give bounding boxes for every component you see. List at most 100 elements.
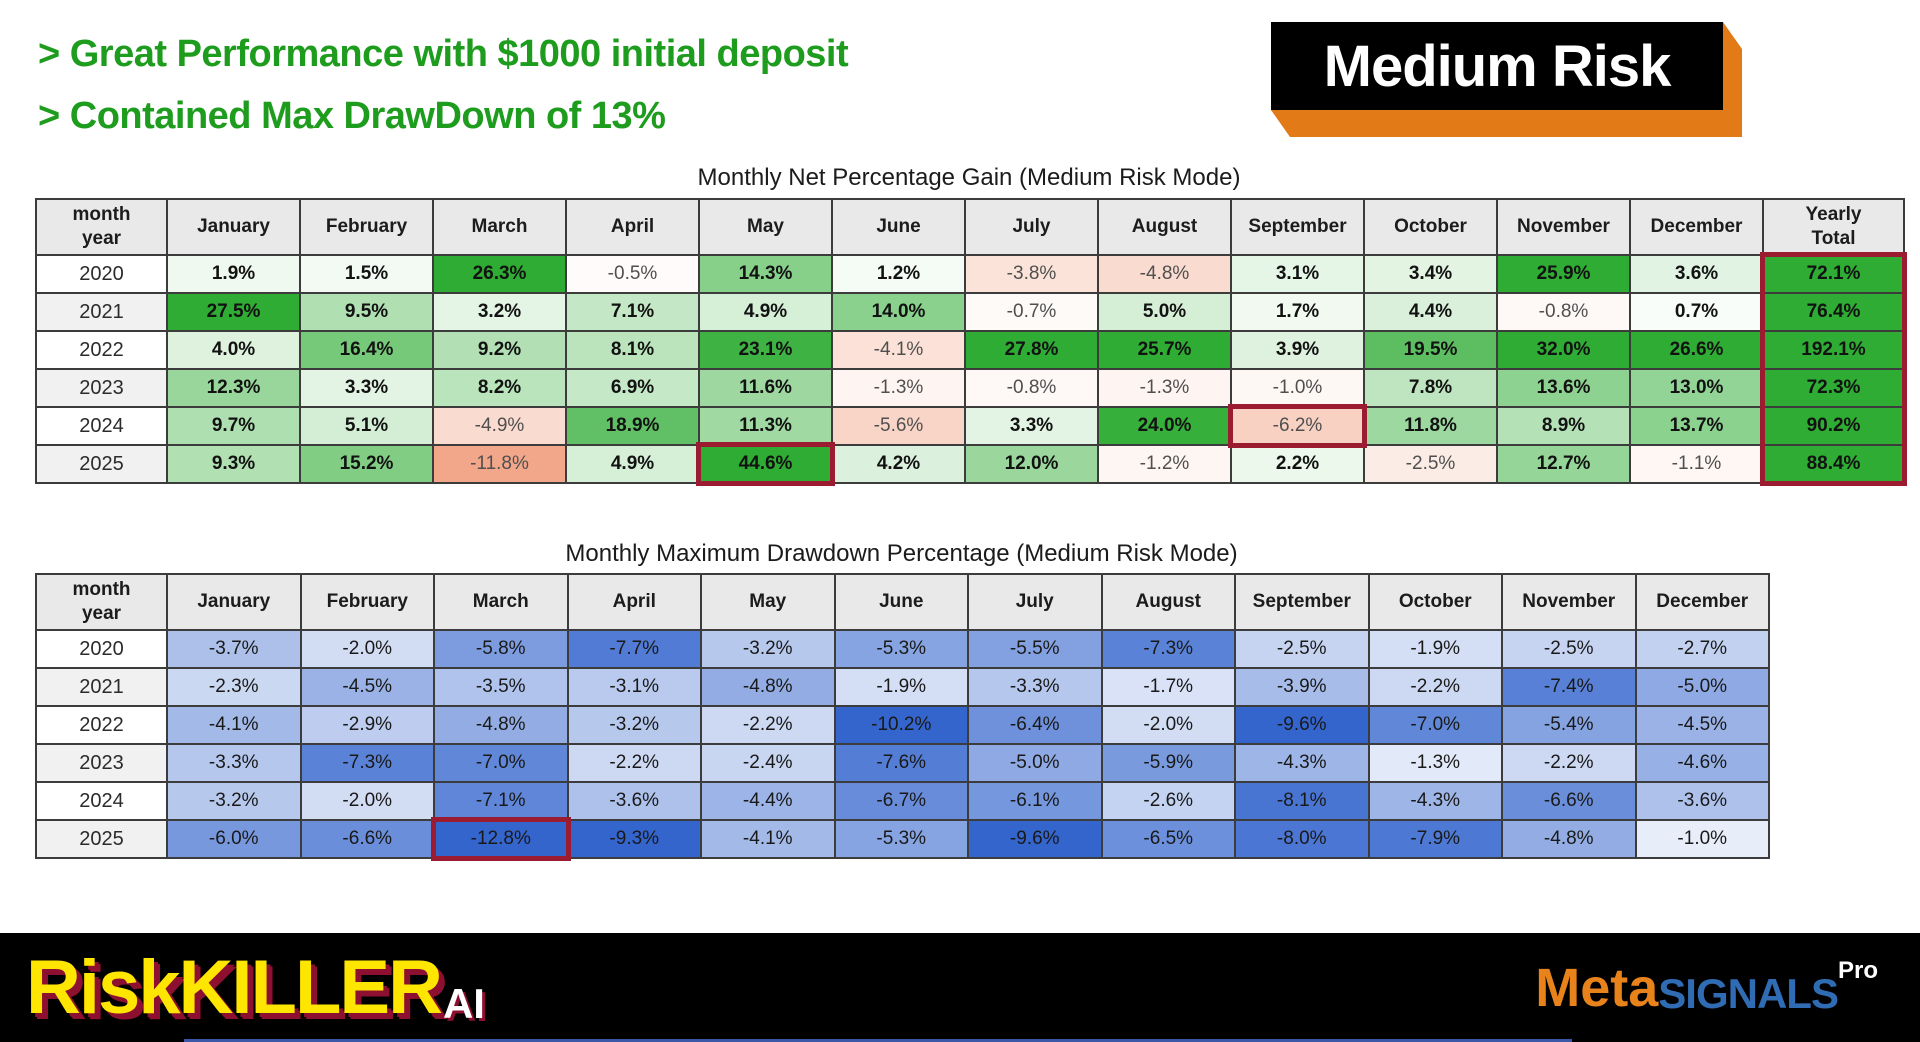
dd-cell-2025-March: -12.8% (433, 819, 569, 859)
table-row: 2025 9.3% 15.2% -11.8% 4.9% 44.6% 4.2% 12.0% -1.… (35, 444, 1905, 484)
dd-cell-2020-July: -5.5% (967, 629, 1103, 669)
gain-cell-2024-November: 8.9% (1496, 406, 1631, 446)
dd-cell-2020-June: -5.3% (833, 629, 969, 669)
table-row: 2021 -2.3% -4.5% -3.5% -3.1% -4.8% -1.9% -3.3% -… (35, 667, 1770, 707)
total-cell-2020: 72.1% (1762, 254, 1905, 294)
dd-cell-2020-September: -2.5% (1234, 629, 1370, 669)
gain-cell-2021-July: -0.7% (964, 292, 1099, 332)
table-row: 2024 9.7% 5.1% -4.9% 18.9% 11.3% -5.6% 3.3% 24.0… (35, 406, 1905, 446)
dd-cell-2023-May: -2.4% (700, 743, 836, 783)
gain-cell-2021-November: -0.8% (1496, 292, 1631, 332)
dd-cell-2025-June: -5.3% (833, 819, 969, 859)
total-cell-2024: 90.2% (1762, 406, 1905, 446)
dd-cell-2023-January: -3.3% (166, 743, 302, 783)
gain-cell-2024-August: 24.0% (1097, 406, 1232, 446)
table-row: 2021 27.5% 9.5% 3.2% 7.1% 4.9% 14.0% -0.7% 5.0% 1… (35, 292, 1905, 332)
column-header-october: October (1363, 198, 1498, 256)
table-row: 2025 -6.0% -6.6% -12.8% -9.3% -4.1% -5.3% -9.6%… (35, 819, 1770, 859)
dd-cell-2025-October: -7.9% (1367, 819, 1503, 859)
column-header-july: July (967, 573, 1103, 631)
total-cell-2023: 72.3% (1762, 368, 1905, 408)
dd-cell-2020-February: -2.0% (299, 629, 435, 669)
dd-cell-2021-January: -2.3% (166, 667, 302, 707)
year-cell-2022: 2022 (35, 330, 168, 370)
dd-cell-2023-August: -5.9% (1100, 743, 1236, 783)
dd-cell-2022-June: -10.2% (833, 705, 969, 745)
gain-cell-2023-July: -0.8% (964, 368, 1099, 408)
gain-cell-2023-November: 13.6% (1496, 368, 1631, 408)
dd-cell-2025-December: -1.0% (1634, 819, 1770, 859)
column-header-march: March (432, 198, 567, 256)
column-header-february: February (299, 573, 435, 631)
gain-cell-2024-December: 13.7% (1629, 406, 1764, 446)
dd-cell-2024-April: -3.6% (566, 781, 702, 821)
performance-bullets: > Great Performance with $1000 initial d… (38, 24, 849, 147)
dd-cell-2021-May: -4.8% (700, 667, 836, 707)
dd-cell-2023-December: -4.6% (1634, 743, 1770, 783)
table-row: 2024 -3.2% -2.0% -7.1% -3.6% -4.4% -6.7% -6.1% -… (35, 781, 1770, 821)
dd-cell-2021-December: -5.0% (1634, 667, 1770, 707)
dd-cell-2025-August: -6.5% (1100, 819, 1236, 859)
year-cell-2023: 2023 (35, 743, 168, 783)
dd-cell-2025-November: -4.8% (1501, 819, 1637, 859)
dd-cell-2021-February: -4.5% (299, 667, 435, 707)
gain-cell-2022-September: 3.9% (1230, 330, 1365, 370)
gain-cell-2021-August: 5.0% (1097, 292, 1232, 332)
year-cell-2020: 2020 (35, 254, 168, 294)
column-header-november: November (1501, 573, 1637, 631)
dd-cell-2024-November: -6.6% (1501, 781, 1637, 821)
gain-cell-2024-July: 3.3% (964, 406, 1099, 446)
dd-cell-2024-July: -6.1% (967, 781, 1103, 821)
column-header-january: January (166, 198, 301, 256)
gain-cell-2025-October: -2.5% (1363, 444, 1498, 484)
dd-cell-2023-April: -2.2% (566, 743, 702, 783)
metasignals-signals-text: SIGNALS (1658, 969, 1839, 1017)
table-row: 2023 -3.3% -7.3% -7.0% -2.2% -2.4% -7.6% -5.0% -… (35, 743, 1770, 783)
dd-cell-2022-February: -2.9% (299, 705, 435, 745)
risk-badge-label: Medium Risk (1323, 33, 1672, 99)
dd-cell-2024-January: -3.2% (166, 781, 302, 821)
dd-cell-2022-November: -5.4% (1501, 705, 1637, 745)
year-cell-2025: 2025 (35, 444, 168, 484)
gain-cell-2022-August: 25.7% (1097, 330, 1232, 370)
gain-cell-2025-January: 9.3% (166, 444, 301, 484)
column-header-april: April (566, 573, 702, 631)
gain-cell-2021-May: 4.9% (698, 292, 833, 332)
dd-cell-2024-September: -8.1% (1234, 781, 1370, 821)
dd-cell-2025-September: -8.0% (1234, 819, 1370, 859)
gain-cell-2025-September: 2.2% (1230, 444, 1365, 484)
gain-cell-2021-February: 9.5% (299, 292, 434, 332)
dd-cell-2021-September: -3.9% (1234, 667, 1370, 707)
gain-cell-2022-December: 26.6% (1629, 330, 1764, 370)
bullet-performance: > Great Performance with $1000 initial d… (38, 33, 849, 75)
dd-cell-2024-May: -4.4% (700, 781, 836, 821)
gain-cell-2022-November: 32.0% (1496, 330, 1631, 370)
year-cell-2020: 2020 (35, 629, 168, 669)
gain-cell-2023-October: 7.8% (1363, 368, 1498, 408)
dd-cell-2021-August: -1.7% (1100, 667, 1236, 707)
total-cell-2025: 88.4% (1762, 444, 1905, 484)
metasignals-pro-text: Pro (1837, 957, 1878, 984)
gain-cell-2020-September: 3.1% (1230, 254, 1365, 294)
footer-bar: RiskKILLER AI Meta SIGNALS Pro (0, 933, 1920, 1042)
riskkiller-logo: RiskKILLER AI (26, 933, 485, 1042)
gain-cell-2025-May: 44.6% (698, 444, 833, 484)
dd-cell-2020-October: -1.9% (1367, 629, 1503, 669)
dd-cell-2025-July: -9.6% (967, 819, 1103, 859)
gain-cell-2024-June: -5.6% (831, 406, 966, 446)
gain-cell-2021-January: 27.5% (166, 292, 301, 332)
gain-cell-2020-August: -4.8% (1097, 254, 1232, 294)
gain-cell-2024-May: 11.3% (698, 406, 833, 446)
year-cell-2023: 2023 (35, 368, 168, 408)
column-header-august: August (1100, 573, 1236, 631)
gain-table: month year January February March April May Jun… (35, 198, 1905, 484)
column-header-october: October (1367, 573, 1503, 631)
gain-cell-2020-December: 3.6% (1629, 254, 1764, 294)
year-cell-2024: 2024 (35, 781, 168, 821)
dd-cell-2020-November: -2.5% (1501, 629, 1637, 669)
dd-cell-2024-August: -2.6% (1100, 781, 1236, 821)
gain-cell-2021-March: 3.2% (432, 292, 567, 332)
dd-cell-2020-December: -2.7% (1634, 629, 1770, 669)
drawdown-table-title: Monthly Maximum Drawdown Percentage (Med… (565, 540, 1238, 567)
riskkiller-logo-text: RiskKILLER (26, 944, 443, 1030)
